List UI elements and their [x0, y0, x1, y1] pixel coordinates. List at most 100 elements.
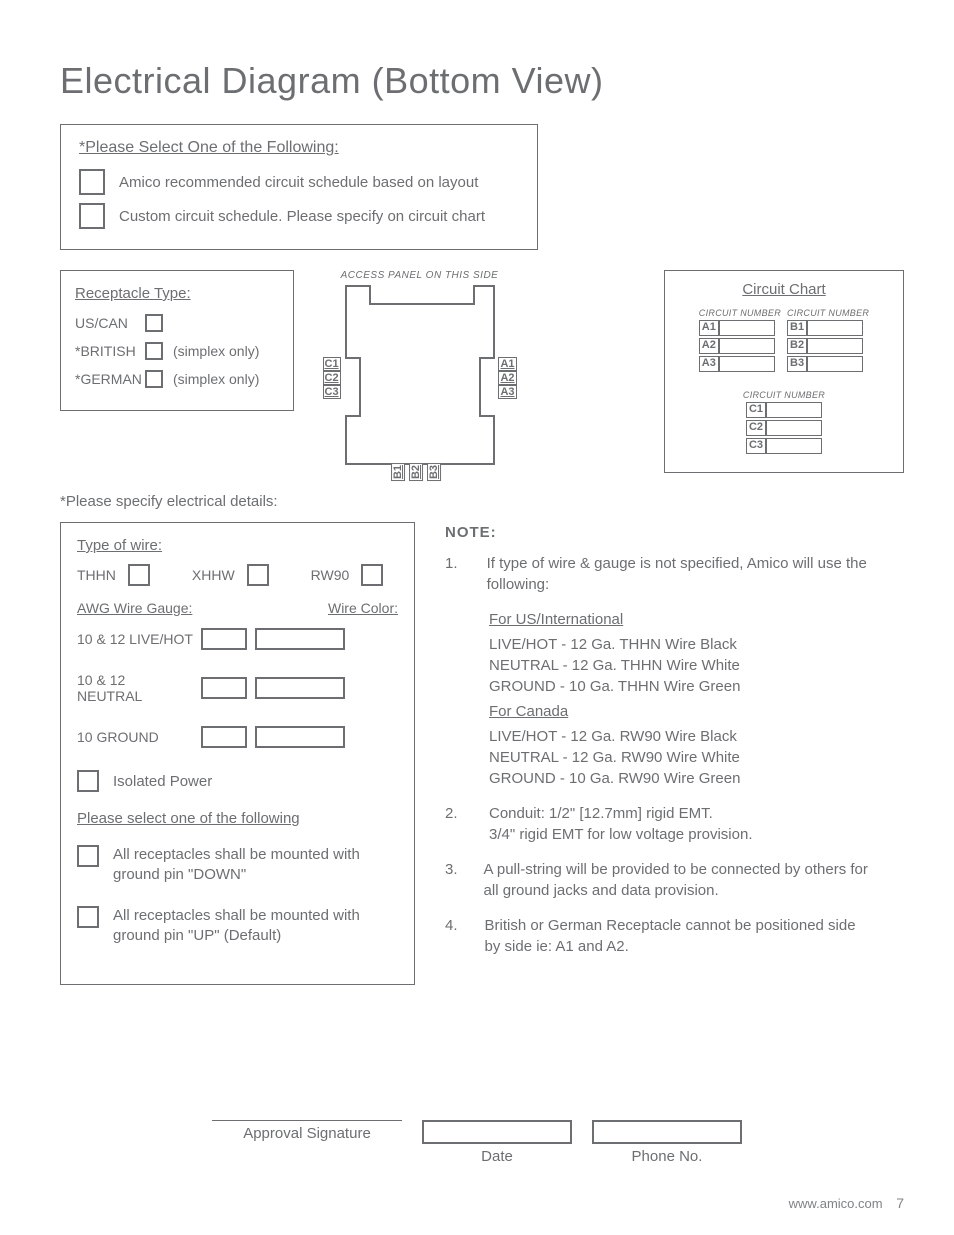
diagram-label-c2: C2 [323, 371, 341, 385]
label-phone: Phone No. [632, 1148, 703, 1165]
chart-tag-a2: A2 [699, 338, 719, 354]
diagram-label-c3: C3 [323, 385, 341, 399]
chart-input-c2[interactable] [766, 420, 822, 436]
checkbox-custom-schedule[interactable] [79, 203, 105, 229]
checkbox-rw90[interactable] [361, 564, 383, 586]
chart-input-a2[interactable] [719, 338, 775, 354]
footer-url: www.amico.com [789, 1196, 883, 1211]
label-date: Date [481, 1148, 513, 1165]
diagram-label-b2: B2 [409, 463, 423, 481]
chart-tag-c3: C3 [746, 438, 766, 454]
phone-box[interactable] [592, 1120, 742, 1144]
chart-input-b2[interactable] [807, 338, 863, 354]
checkbox-amico-schedule[interactable] [79, 169, 105, 195]
label-uscan: US/CAN [75, 315, 135, 331]
chart-tag-c1: C1 [746, 402, 766, 418]
label-xhhw: XHHW [192, 567, 235, 583]
note-num-1: 1. [445, 553, 461, 595]
label-amico-schedule: Amico recommended circuit schedule based… [119, 174, 478, 191]
chart-input-b3[interactable] [807, 356, 863, 372]
receptacle-heading: Receptacle Type: [75, 285, 279, 302]
chart-input-a3[interactable] [719, 356, 775, 372]
wire-box: Type of wire: THHN XHHW RW90 AWG Wire Ga… [60, 522, 415, 985]
wire-type-heading: Type of wire: [77, 537, 398, 554]
checkbox-isolated-power[interactable] [77, 770, 99, 792]
chart-tag-a1: A1 [699, 320, 719, 336]
receptacle-box: Receptacle Type: US/CAN *BRITISH (simple… [60, 270, 294, 411]
input-neutral-color[interactable] [255, 677, 345, 699]
chart-tag-b2: B2 [787, 338, 807, 354]
note-4: British or German Receptacle cannot be p… [485, 915, 875, 957]
footer-page: 7 [896, 1195, 904, 1211]
date-box[interactable] [422, 1120, 572, 1144]
us-spec-1: LIVE/HOT - 12 Ga. THHN Wire Black [489, 634, 875, 655]
checkbox-uscan[interactable] [145, 314, 163, 332]
note-3: A pull-string will be provided to be con… [484, 859, 875, 901]
note-1: If type of wire & gauge is not specified… [487, 553, 875, 595]
input-livehot-gauge[interactable] [201, 628, 247, 650]
specify-heading: *Please specify electrical details: [60, 493, 904, 510]
chart-head-b: CIRCUIT NUMBER [787, 308, 869, 318]
circuit-chart-title: Circuit Chart [677, 281, 891, 298]
wire-color-heading: Wire Color: [328, 600, 398, 616]
checkbox-ground-pin-up[interactable] [77, 906, 99, 928]
checkbox-british[interactable] [145, 342, 163, 360]
label-german: *GERMAN [75, 371, 135, 387]
ca-spec-3: GROUND - 10 Ga. RW90 Wire Green [489, 768, 875, 789]
chart-head-a: CIRCUIT NUMBER [699, 308, 781, 318]
ca-spec-2: NEUTRAL - 12 Ga. RW90 Wire White [489, 747, 875, 768]
us-spec-2: NEUTRAL - 12 Ga. THHN Wire White [489, 655, 875, 676]
input-neutral-gauge[interactable] [201, 677, 247, 699]
diagram-label-b1: B1 [391, 463, 405, 481]
awg-heading: AWG Wire Gauge: [77, 600, 192, 616]
diagram-label-a2: A2 [498, 371, 516, 385]
label-ground-pin-down: All receptacles shall be mounted with gr… [113, 845, 398, 886]
input-ground-gauge[interactable] [201, 726, 247, 748]
checkbox-thhn[interactable] [128, 564, 150, 586]
label-neutral: 10 & 12 NEUTRAL [77, 672, 193, 704]
chart-tag-a3: A3 [699, 356, 719, 372]
approval-signature-line[interactable] [212, 1120, 402, 1121]
diagram-label-a1: A1 [498, 357, 516, 371]
chart-tag-b1: B1 [787, 320, 807, 336]
bottom-view-diagram: ACCESS PANEL ON THIS SIDE C1 C2 C3 A1 A2… [322, 270, 517, 465]
chart-tag-b3: B3 [787, 356, 807, 372]
note-num-3: 3. [445, 859, 458, 901]
canada-heading: For Canada [489, 701, 875, 722]
input-livehot-color[interactable] [255, 628, 345, 650]
chart-tag-c2: C2 [746, 420, 766, 436]
notes-heading: NOTE: [445, 522, 875, 543]
label-isolated-power: Isolated Power [113, 773, 212, 790]
mounting-heading: Please select one of the following [77, 810, 398, 827]
label-thhn: THHN [77, 567, 116, 583]
note-num-2: 2. [445, 803, 463, 845]
note-german-simplex: (simplex only) [173, 371, 259, 387]
label-approval: Approval Signature [243, 1125, 371, 1142]
label-ground: 10 GROUND [77, 729, 193, 745]
label-british: *BRITISH [75, 343, 135, 359]
checkbox-ground-pin-down[interactable] [77, 845, 99, 867]
chart-input-c3[interactable] [766, 438, 822, 454]
signature-row: Approval Signature Date Phone No. [0, 1120, 954, 1165]
selection-heading: *Please Select One of the Following: [79, 139, 519, 157]
page-title: Electrical Diagram (Bottom View) [60, 60, 904, 102]
chart-input-b1[interactable] [807, 320, 863, 336]
ca-spec-1: LIVE/HOT - 12 Ga. RW90 Wire Black [489, 726, 875, 747]
diagram-caption: ACCESS PANEL ON THIS SIDE [322, 270, 517, 281]
notes-column: NOTE: 1. If type of wire & gauge is not s… [445, 522, 875, 971]
circuit-chart-box: Circuit Chart CIRCUIT NUMBER A1 A2 A3 CI… [664, 270, 904, 473]
checkbox-german[interactable] [145, 370, 163, 388]
diagram-label-c1: C1 [323, 357, 341, 371]
label-livehot: 10 & 12 LIVE/HOT [77, 631, 193, 647]
page-footer: www.amico.com 7 [789, 1195, 904, 1211]
selection-box: *Please Select One of the Following: Ami… [60, 124, 538, 250]
diagram-label-b3: B3 [427, 463, 441, 481]
chart-input-a1[interactable] [719, 320, 775, 336]
chart-input-c1[interactable] [766, 402, 822, 418]
input-ground-color[interactable] [255, 726, 345, 748]
label-rw90: RW90 [311, 567, 350, 583]
checkbox-xhhw[interactable] [247, 564, 269, 586]
label-ground-pin-up: All receptacles shall be mounted with gr… [113, 906, 398, 947]
us-spec-3: GROUND - 10 Ga. THHN Wire Green [489, 676, 875, 697]
note-num-4: 4. [445, 915, 459, 957]
